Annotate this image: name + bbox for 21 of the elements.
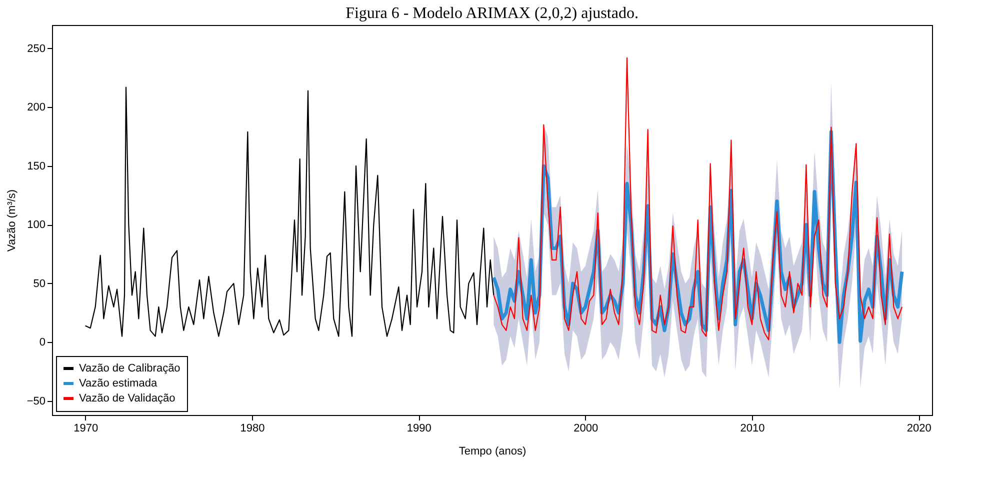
x-tick-label: 1990 (406, 422, 432, 434)
y-tick-label: −50 (26, 395, 46, 408)
y-tick-label: 250 (27, 42, 46, 55)
legend-label: Vazão estimada (79, 378, 158, 390)
x-tick-label: 2000 (574, 422, 598, 434)
x-axis-title: Tempo (anos) (458, 446, 526, 458)
legend-label: Vazão de Validação (79, 392, 176, 404)
line-series (84, 86, 494, 337)
x-tick-label: 2010 (740, 422, 765, 434)
y-tick-label: 50 (33, 278, 46, 290)
legend-label: Vazão de Calibração (79, 362, 180, 374)
line-series (493, 57, 903, 340)
y-tick-label: 150 (27, 160, 46, 172)
chart-title: Figura 6 - Modelo ARIMAX (2,0,2) ajustado. (346, 5, 638, 22)
x-tick-label: 2020 (906, 422, 932, 434)
x-tick-label: 1970 (74, 422, 98, 434)
y-tick-label: 100 (27, 219, 46, 232)
x-tick-label: 1980 (240, 422, 265, 434)
y-tick-label: 0 (39, 336, 46, 349)
y-tick-label: 200 (27, 102, 46, 114)
y-axis-title: Vazão (m³/s) (6, 189, 18, 252)
